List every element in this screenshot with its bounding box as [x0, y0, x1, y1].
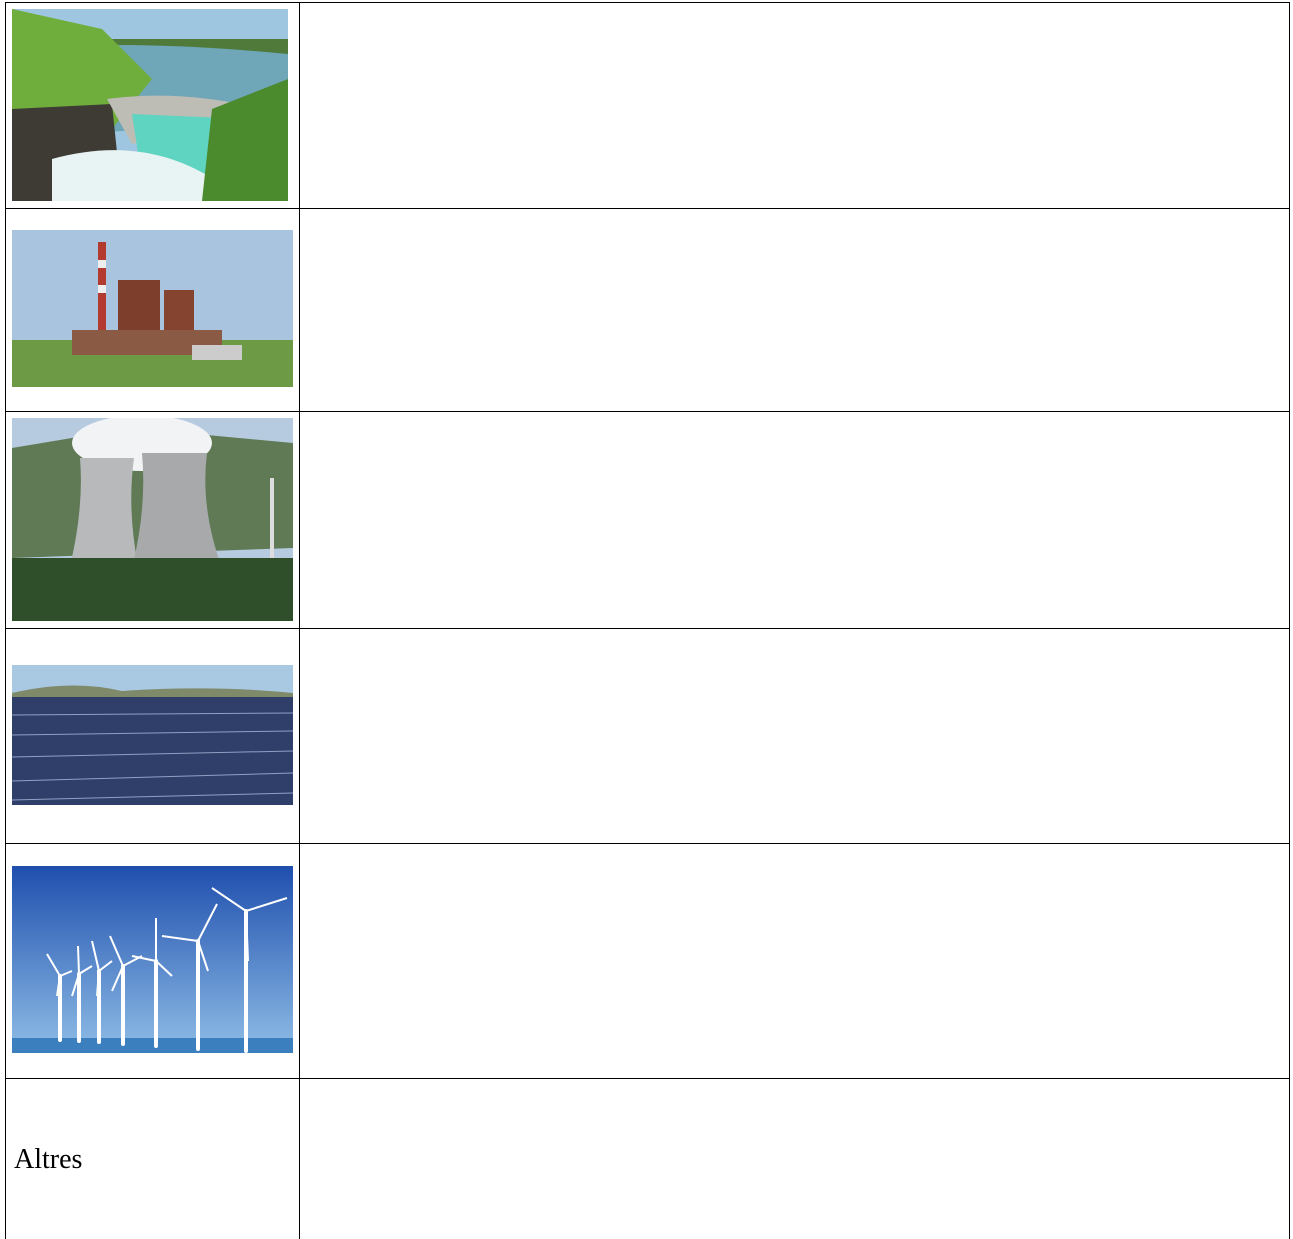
table-border — [299, 2, 300, 1239]
wind-turbines-image — [12, 866, 293, 1053]
table-border — [1289, 2, 1290, 1239]
table-border — [5, 208, 1290, 209]
document-page: Altres — [0, 0, 1293, 1239]
table-border — [5, 411, 1290, 412]
table-border — [5, 2, 6, 1239]
table-border — [5, 1078, 1290, 1079]
table-border — [5, 628, 1290, 629]
dam-image — [12, 9, 288, 201]
table-border — [5, 2, 1290, 3]
row-label: Altres — [14, 1144, 82, 1176]
solar-farm-image — [12, 665, 293, 805]
thermal-plant-image — [12, 230, 293, 387]
table-border — [5, 843, 1290, 844]
nuclear-plant-image — [12, 418, 293, 621]
